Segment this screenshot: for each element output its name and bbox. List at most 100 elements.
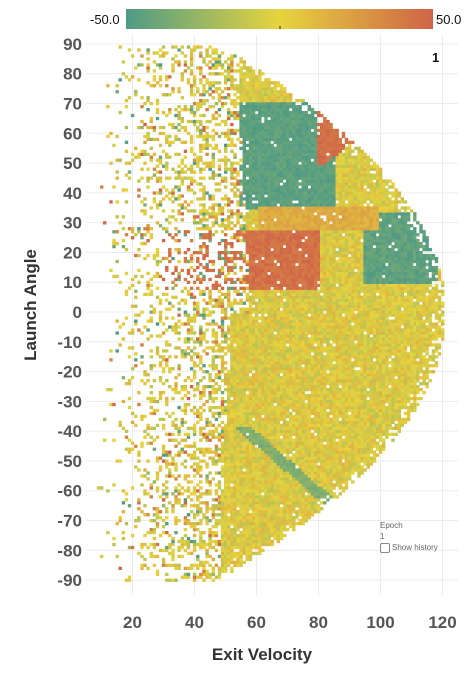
heatmap-cell (301, 483, 305, 487)
heatmap-cell (360, 426, 364, 430)
heatmap-cell (254, 408, 259, 413)
heatmap-cell (360, 364, 364, 368)
heatmap-cell (422, 328, 426, 332)
heatmap-cell (425, 313, 429, 317)
heatmap-cell (273, 343, 277, 347)
heatmap-cell (140, 379, 144, 383)
heatmap-cell (382, 373, 386, 377)
heatmap-cell (397, 417, 401, 422)
heatmap-cell (261, 391, 265, 395)
heatmap-cell (298, 319, 302, 323)
heatmap-cell (338, 343, 342, 347)
heatmap-cell (295, 328, 299, 332)
heatmap-cell (168, 367, 172, 371)
heatmap-cell (385, 349, 389, 353)
heatmap-cell (273, 528, 277, 532)
heatmap-cell (174, 438, 178, 442)
heatmap-cell (357, 361, 361, 365)
heatmap-cell (307, 462, 311, 466)
heatmap-cell (313, 450, 318, 454)
heatmap-cell (369, 331, 373, 335)
heatmap-cell (270, 486, 274, 490)
heatmap-cell (317, 370, 321, 374)
heatmap-cell (230, 337, 234, 341)
heatmap-cell (217, 486, 222, 490)
heatmap-cell (397, 334, 401, 338)
heatmap-cell (211, 557, 215, 562)
heatmap-cell (279, 334, 284, 338)
heatmap-cell (406, 385, 411, 389)
heatmap-cell (295, 495, 299, 499)
heatmap-cell (295, 480, 299, 484)
heatmap-cell (199, 519, 203, 523)
heatmap-cell (279, 444, 284, 448)
heatmap-cell (224, 545, 228, 550)
heatmap-cell (282, 480, 287, 484)
heatmap-cell (369, 388, 373, 392)
heatmap-cell (310, 507, 315, 511)
heatmap-cell (289, 325, 293, 329)
heatmap-cell (298, 352, 302, 356)
heatmap-cell (320, 340, 324, 344)
heatmap-cell (202, 334, 206, 338)
heatmap-cell (320, 352, 324, 356)
heatmap-cell (338, 361, 342, 365)
heatmap-cell (273, 471, 277, 475)
heatmap-cell (403, 405, 408, 410)
heatmap-cell (261, 313, 265, 317)
heatmap-cell (165, 486, 169, 490)
heatmap-cell (292, 325, 296, 329)
heatmap-cell (428, 340, 432, 344)
heatmap-cell (338, 480, 342, 484)
heatmap-cell (261, 516, 265, 520)
heatmap-cell (403, 373, 408, 377)
heatmap-cell (270, 498, 274, 502)
heatmap-cell (326, 432, 330, 436)
heatmap-cell (289, 402, 293, 407)
heatmap-cell (298, 432, 302, 436)
heatmap-cell (341, 325, 346, 329)
heatmap-cell (326, 337, 330, 341)
heatmap-cell (382, 447, 386, 451)
heatmap-cell (344, 328, 349, 332)
heatmap-cell (273, 465, 277, 469)
heatmap-cell (137, 519, 141, 523)
heatmap-cell (134, 423, 138, 427)
heatmap-cell (388, 411, 392, 416)
heatmap-cell (258, 453, 262, 457)
heatmap-cell (378, 423, 383, 427)
heatmap-cell (285, 411, 290, 416)
heatmap-cell (202, 426, 206, 430)
heatmap-cell (245, 522, 249, 526)
heatmap-cell (310, 364, 315, 368)
heatmap-cell (127, 578, 132, 582)
heatmap-cell (348, 474, 352, 478)
heatmap-cell (397, 393, 401, 398)
heatmap-cell (363, 426, 367, 430)
heatmap-cell (174, 501, 178, 505)
heatmap-cell (236, 533, 240, 538)
heatmap-cell (233, 385, 237, 389)
heatmap-cell (289, 382, 293, 386)
heatmap-cell (273, 536, 277, 541)
heatmap-cell (202, 453, 206, 457)
heatmap-cell (375, 376, 380, 380)
heatmap-cell (320, 346, 324, 350)
heatmap-cell (285, 447, 290, 451)
heatmap-cell (245, 510, 249, 514)
heatmap-cell (323, 465, 327, 469)
heatmap-cell (258, 355, 262, 359)
heatmap-cell (360, 456, 364, 460)
heatmap-cell (155, 346, 160, 350)
heatmap-cell (224, 566, 228, 570)
heatmap-cell (279, 313, 284, 317)
heatmap-cell (348, 367, 352, 371)
heatmap-cell (236, 551, 240, 556)
heatmap-cell (174, 423, 178, 427)
heatmap-cell (320, 399, 324, 404)
heatmap-cell (224, 462, 228, 466)
heatmap-cell (313, 349, 318, 353)
heatmap-cell (251, 358, 256, 362)
heatmap-cell (323, 414, 327, 419)
heatmap-cell (378, 343, 383, 347)
